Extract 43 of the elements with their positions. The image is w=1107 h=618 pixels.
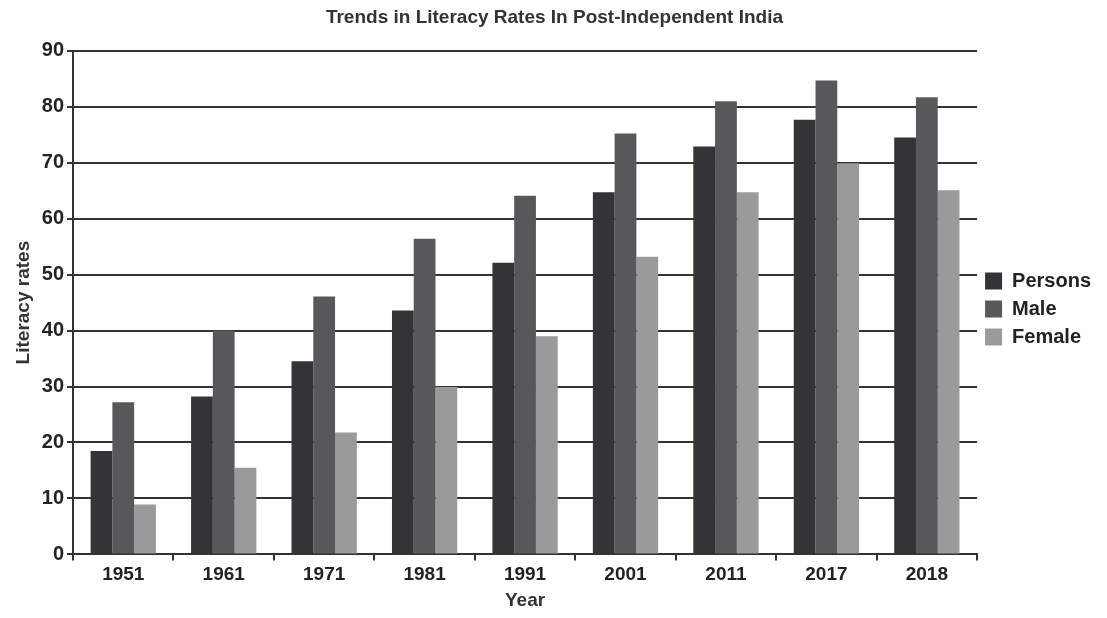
x-tick-label: 1951 — [102, 563, 145, 585]
y-tick-label: 30 — [41, 374, 65, 397]
bar — [435, 387, 458, 554]
y-tick-label: 40 — [41, 318, 65, 341]
bar — [636, 256, 659, 554]
bar — [413, 238, 436, 554]
bar — [736, 192, 759, 554]
bar — [313, 296, 336, 554]
bar — [335, 432, 357, 554]
x-tick-label: 1991 — [503, 563, 547, 585]
bar — [937, 190, 960, 554]
x-tick-label: 2011 — [705, 563, 747, 585]
y-tick-label: 60 — [41, 206, 65, 229]
bar — [815, 80, 838, 554]
y-tick-label: 70 — [41, 150, 65, 173]
bar — [535, 336, 558, 554]
x-tick-label: 1981 — [403, 563, 447, 585]
y-tick-label: 20 — [41, 430, 65, 452]
y-axis-title: Literacy rates — [11, 240, 33, 365]
bar — [212, 330, 235, 554]
y-tick-label: 0 — [52, 541, 65, 564]
bar — [514, 195, 536, 554]
x-axis-title: Year — [504, 588, 546, 610]
y-tick-label: 10 — [41, 485, 65, 508]
bar — [715, 101, 737, 554]
chart-title: Trends in Literacy Rates In Post-Independent India — [325, 5, 784, 27]
bar — [614, 133, 637, 554]
x-tick-label: 2018 — [905, 563, 948, 585]
legend-label: Female — [1012, 324, 1082, 347]
bar — [112, 402, 135, 554]
x-tick-label: 2017 — [805, 563, 848, 585]
legend-label: Persons — [1012, 268, 1092, 291]
bar — [915, 97, 938, 554]
x-tick-label: 2001 — [604, 563, 648, 585]
y-tick-label: 50 — [41, 262, 65, 285]
y-tick-label: 90 — [41, 38, 65, 61]
x-tick-label: 1971 — [303, 563, 346, 585]
y-tick-label: 80 — [41, 94, 65, 117]
bar — [134, 504, 156, 554]
legend-label: Male — [1012, 296, 1057, 319]
bar — [837, 163, 860, 554]
bar — [234, 467, 257, 554]
x-tick-label: 1961 — [202, 563, 246, 585]
